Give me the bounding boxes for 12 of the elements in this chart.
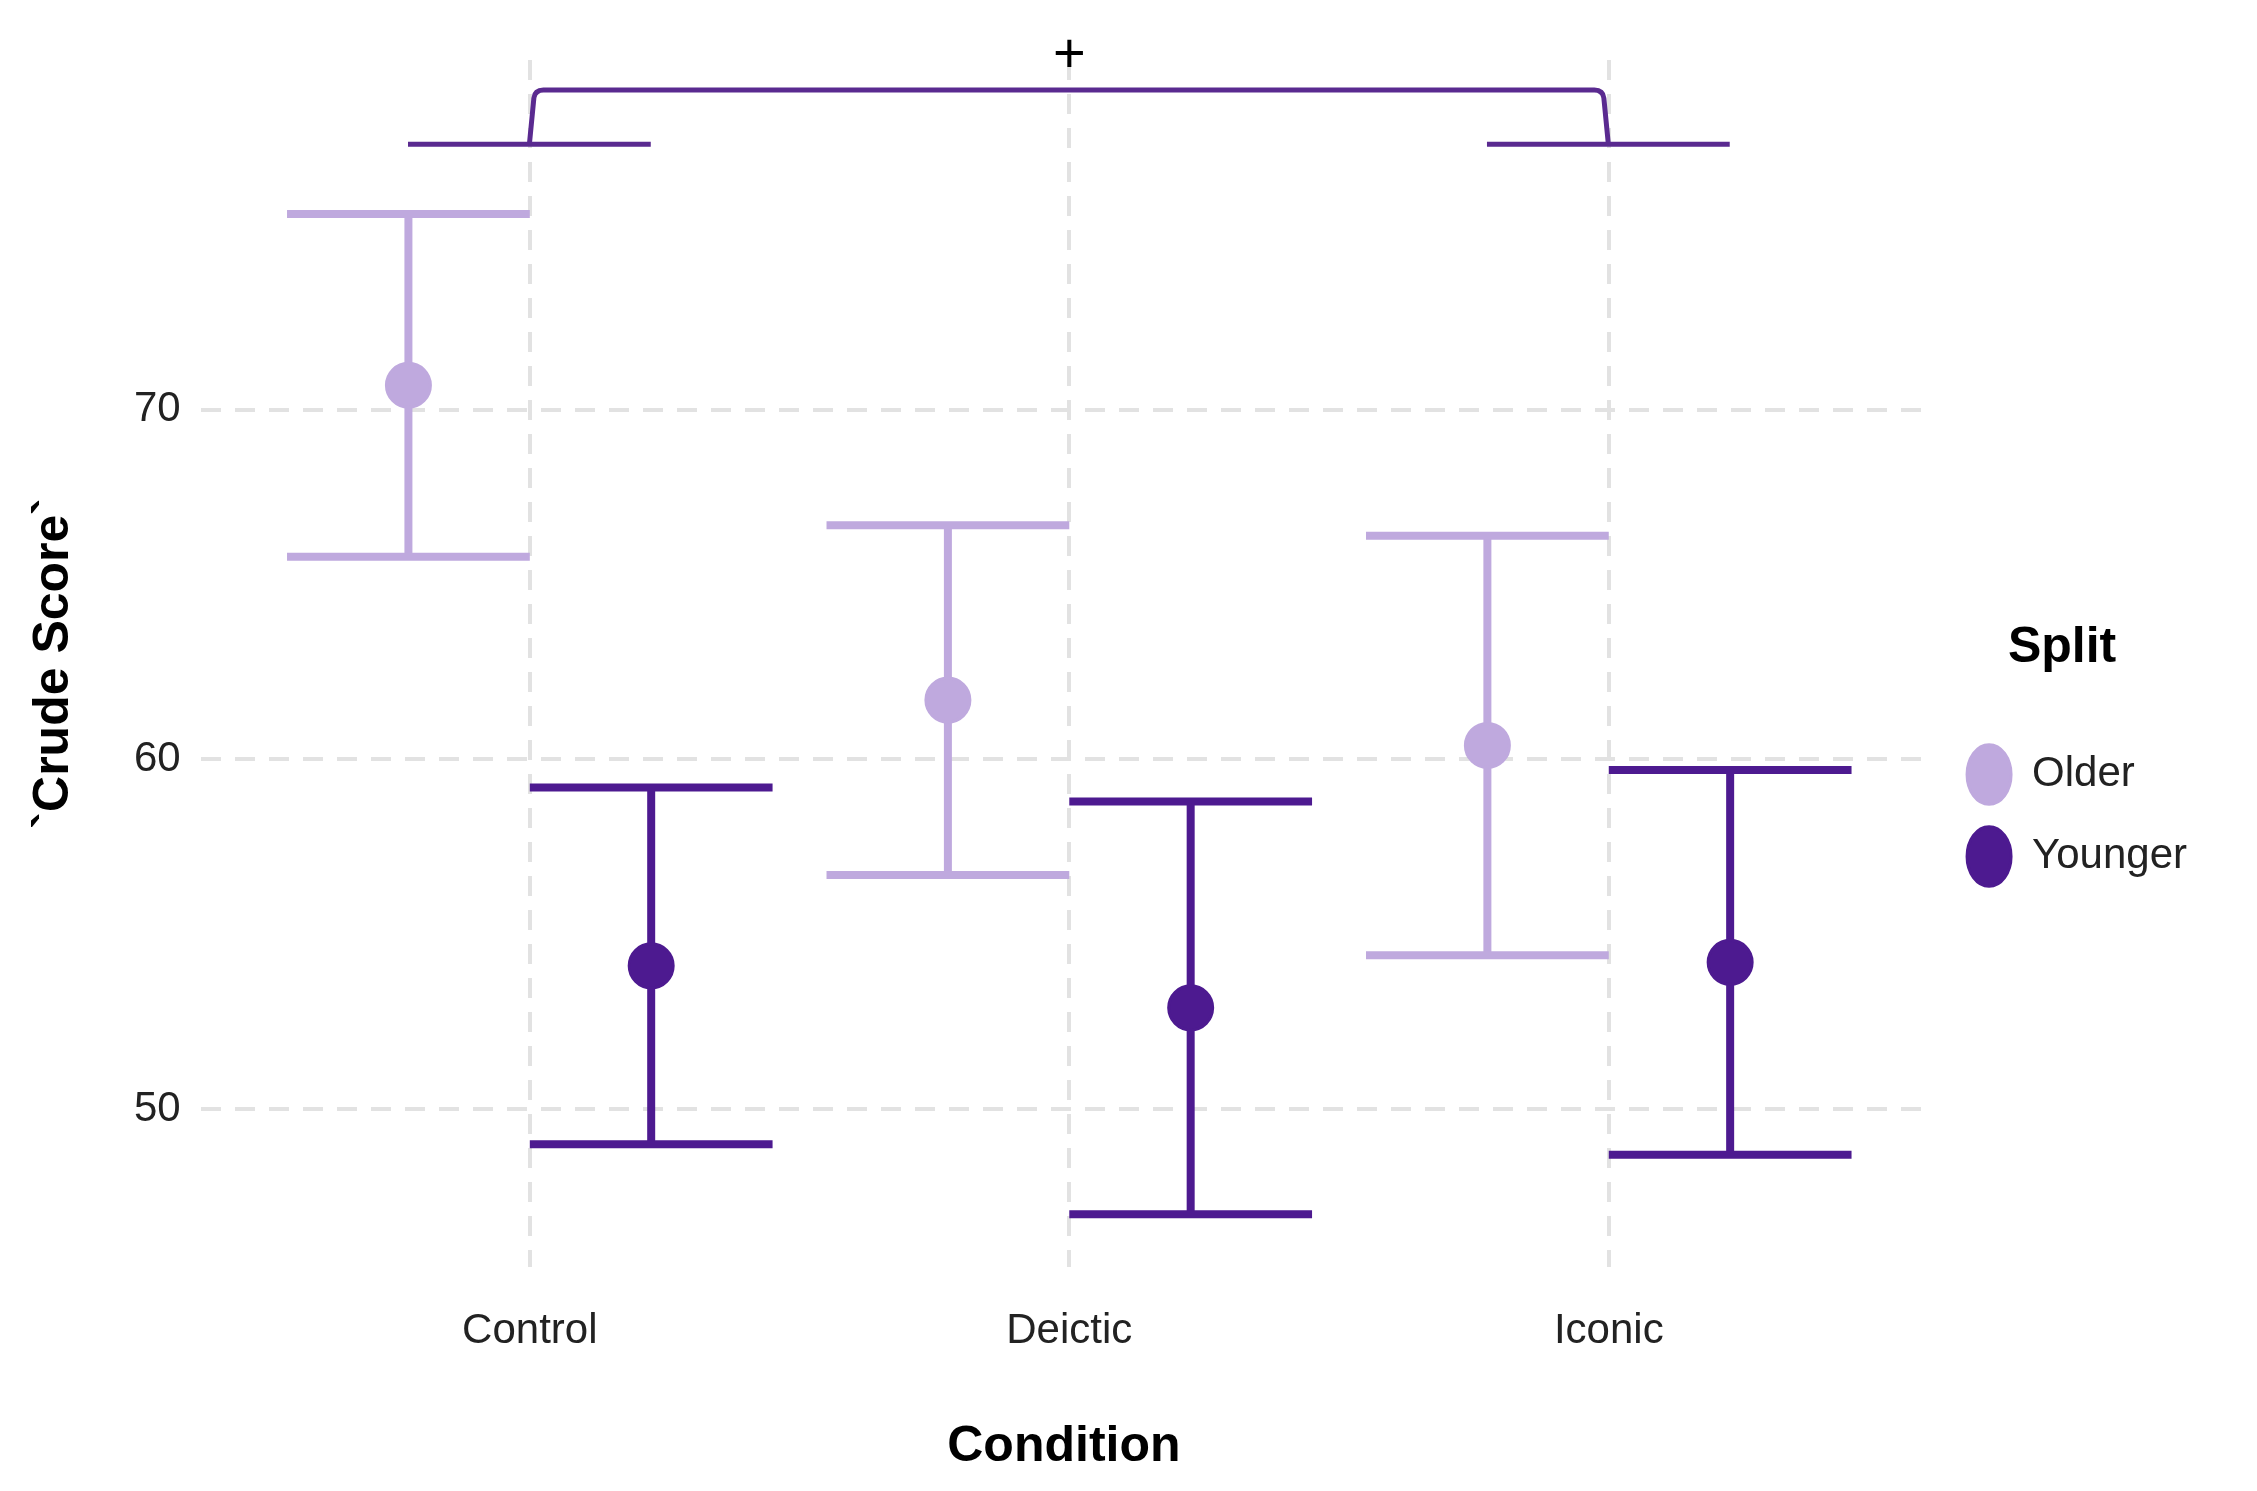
y-axis-title: `Crude Score` (22, 497, 79, 829)
legend-label: Younger (2032, 830, 2188, 878)
x-axis-title: Condition (947, 1415, 1181, 1472)
y-tick-label: 70 (134, 383, 181, 431)
x-tick-label: Deictic (1006, 1305, 1133, 1353)
y-tick-label: 60 (134, 733, 181, 781)
x-tick-label: Iconic (1553, 1305, 1664, 1353)
x-tick-label: Control (462, 1305, 598, 1353)
legend-title: Split (2007, 617, 2117, 674)
y-tick-label: 50 (134, 1082, 181, 1130)
legend-label: Older (2032, 748, 2135, 796)
annotation: + (1052, 20, 1086, 84)
